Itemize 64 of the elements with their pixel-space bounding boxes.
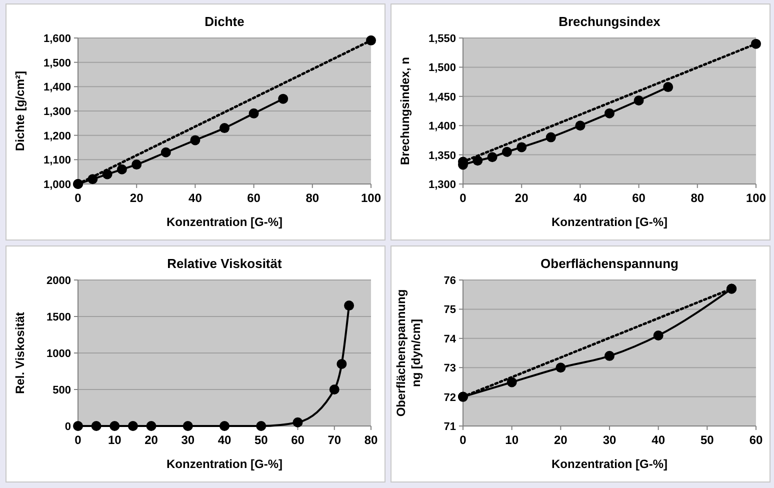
y-tick-label: 500	[52, 384, 71, 396]
y-tick-label: 75	[444, 304, 456, 316]
y-tick-label: 1,400	[43, 82, 71, 94]
x-tick-label: 50	[700, 433, 714, 447]
x-tick-label: 0	[74, 191, 82, 205]
x-tick-label: 60	[291, 433, 305, 447]
chart-title: Brechungsindex	[558, 14, 662, 29]
y-tick-label: 0	[64, 421, 71, 433]
x-tick-label: 60	[749, 433, 763, 447]
x-tick-label: 40	[574, 191, 588, 205]
x-tick-label: 0	[460, 433, 467, 447]
chart-title: Dichte	[204, 14, 244, 29]
chart-title: Oberflächenspannung	[540, 256, 679, 271]
x-tick-label: 100	[360, 191, 382, 205]
x-tick-label: 70	[328, 433, 342, 447]
x-tick-label: 0	[460, 191, 467, 205]
y-tick-label: 1,300	[43, 106, 71, 118]
y-tick-label: 72	[444, 392, 456, 404]
x-axis-title: Konzentration [G-%]	[166, 215, 282, 229]
x-tick-label: 40	[652, 433, 666, 447]
x-axis-title: Konzentration [G-%]	[552, 215, 668, 229]
x-tick-label: 40	[188, 191, 202, 205]
y-tick-label: 1,550	[428, 33, 456, 45]
y-tick-label: 1,300	[428, 179, 456, 191]
y-tick-label: 73	[444, 362, 456, 375]
y-tick-label: 1,500	[428, 62, 456, 74]
y-tick-label: 71	[444, 421, 456, 433]
x-tick-label: 60	[632, 191, 646, 205]
x-tick-label: 20	[144, 433, 158, 447]
x-tick-label: 80	[364, 433, 378, 447]
y-axis-title: Brechungsindex, n	[398, 56, 412, 166]
x-tick-label: 40	[218, 433, 232, 447]
x-tick-label: 100	[746, 191, 766, 205]
y-axis-title: Dichte [g/cm²]	[13, 70, 27, 152]
y-axis-title: Oberflächenspannung ng [dyn/cm]	[394, 289, 423, 417]
x-tick-label: 30	[602, 433, 616, 447]
y-tick-label: 76	[444, 275, 456, 287]
x-tick-label: 0	[74, 433, 82, 447]
y-tick-label: 1,450	[428, 91, 456, 104]
y-tick-label: 1,100	[43, 154, 71, 167]
x-tick-label: 80	[690, 191, 704, 205]
x-tick-label: 20	[130, 191, 144, 205]
y-tick-label: 1,600	[43, 33, 71, 45]
x-tick-label: 20	[554, 433, 568, 447]
x-axis-title: Konzentration [G-%]	[552, 457, 668, 471]
chart-title: Relative Viskosität	[167, 256, 282, 271]
y-tick-label: 1500	[46, 312, 71, 324]
x-tick-label: 80	[306, 191, 320, 205]
y-axis-title: Rel. Viskosität	[13, 312, 27, 394]
x-tick-label: 60	[247, 191, 261, 205]
y-tick-label: 74	[444, 333, 457, 346]
y-tick-label: 1,400	[428, 120, 456, 133]
x-axis-title: Konzentration [G-%]	[166, 457, 282, 471]
y-tick-label: 1,350	[428, 150, 456, 162]
y-tick-label: 1000	[46, 348, 71, 360]
x-tick-label: 10	[505, 433, 519, 447]
y-tick-label: 2000	[46, 275, 71, 287]
x-tick-label: 30	[181, 433, 195, 447]
x-tick-label: 10	[108, 433, 122, 447]
x-tick-label: 50	[254, 433, 268, 447]
x-tick-label: 20	[514, 191, 529, 205]
y-tick-label: 1,200	[43, 130, 71, 142]
y-tick-label: 1,500	[43, 57, 71, 70]
y-tick-label: 1,000	[43, 179, 71, 191]
